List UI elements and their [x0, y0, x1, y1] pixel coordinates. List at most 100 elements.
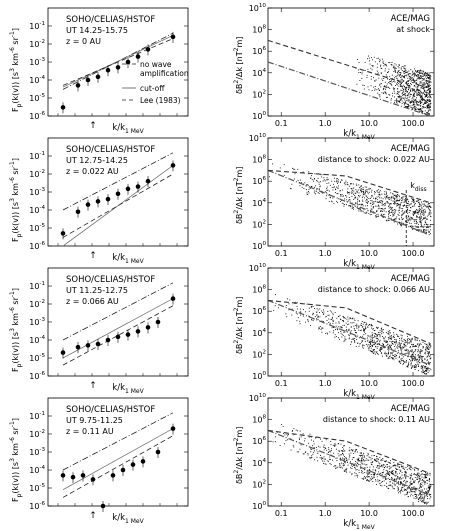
scatter-point — [378, 195, 380, 197]
scatter-point — [407, 94, 409, 96]
scatter-point — [322, 313, 324, 315]
scatter-point — [410, 101, 412, 102]
no-wave-line — [62, 152, 174, 211]
scatter-point — [362, 454, 364, 456]
scatter-point — [424, 373, 426, 375]
scatter-point — [379, 474, 381, 475]
scatter-point — [387, 348, 389, 350]
scatter-point — [399, 342, 401, 344]
scatter-point — [383, 63, 385, 64]
scatter-point — [403, 485, 405, 487]
scatter-point — [379, 90, 380, 91]
scatter-point — [428, 99, 430, 101]
data-point — [115, 191, 121, 197]
scatter-point — [411, 366, 412, 368]
scatter-point — [424, 351, 426, 353]
scatter-point — [408, 212, 410, 214]
scatter-point — [427, 203, 429, 205]
scatter-point — [418, 472, 420, 474]
scatter-point — [365, 200, 367, 202]
scatter-point — [328, 318, 330, 320]
scatter-point — [379, 465, 381, 467]
scatter-point — [426, 343, 428, 345]
scatter-point — [291, 308, 293, 310]
scatter-point — [425, 232, 427, 234]
scatter-point — [428, 231, 430, 233]
scatter-point — [305, 185, 307, 187]
scatter-point — [310, 448, 311, 450]
scatter-point — [400, 342, 402, 344]
scatter-point — [378, 479, 380, 481]
scatter-point — [352, 457, 354, 459]
scatter-point — [410, 469, 412, 471]
scatter-point — [423, 73, 425, 75]
scatter-point — [371, 213, 373, 215]
scatter-point — [421, 97, 423, 99]
scatter-point — [331, 317, 333, 319]
scatter-point — [428, 353, 430, 354]
data-point — [125, 186, 131, 192]
scatter-point — [333, 466, 335, 468]
scatter-point — [405, 473, 407, 475]
scatter-point — [313, 180, 314, 182]
scatter-point — [424, 483, 426, 485]
scatter-point — [407, 338, 409, 340]
scatter-point — [413, 88, 415, 90]
no-wave-line — [62, 32, 174, 90]
scatter-point — [393, 219, 394, 221]
scatter-point — [375, 469, 376, 471]
scatter-point — [408, 106, 410, 107]
scatter-point — [428, 486, 430, 488]
scatter-point — [372, 474, 374, 476]
scatter-point — [327, 314, 329, 316]
scatter-point — [401, 198, 403, 200]
scatter-point — [394, 194, 396, 196]
scatter-point — [346, 460, 347, 461]
scatter-point — [375, 480, 377, 482]
scatter-point — [343, 182, 345, 184]
scatter-point — [376, 334, 378, 336]
scatter-point — [412, 200, 414, 201]
scatter-point — [376, 476, 378, 478]
scatter-point — [412, 82, 414, 84]
scatter-point — [378, 471, 380, 473]
y-tick-label: 10-5 — [29, 483, 45, 493]
scatter-point — [405, 361, 407, 363]
scatter-point — [326, 187, 328, 189]
scatter-point — [361, 460, 363, 462]
scatter-point — [344, 317, 346, 319]
scatter-point — [419, 229, 421, 231]
scatter-point — [351, 202, 353, 204]
scatter-point — [343, 448, 345, 450]
scatter-point — [414, 109, 416, 111]
scatter-point — [389, 337, 391, 339]
scatter-point — [329, 310, 331, 312]
scatter-point — [319, 326, 321, 327]
data-point — [75, 83, 81, 88]
scatter-point — [415, 100, 417, 102]
scatter-point — [422, 350, 424, 352]
scatter-point — [421, 77, 423, 79]
scatter-point — [398, 203, 400, 205]
scatter-point — [424, 488, 425, 490]
scatter-point — [400, 492, 402, 494]
scatter-point — [391, 471, 392, 473]
scatter-point — [391, 340, 393, 342]
scatter-point — [408, 73, 410, 75]
scatter-point — [428, 489, 430, 491]
scatter-point — [377, 458, 379, 460]
scatter-point — [362, 191, 364, 193]
scatter-point — [329, 463, 331, 464]
scatter-point — [409, 484, 411, 486]
scatter-point — [365, 212, 367, 214]
scatter-point — [407, 349, 409, 351]
scatter-point — [322, 460, 323, 462]
scatter-point — [393, 355, 395, 356]
scatter-point — [424, 494, 426, 496]
scatter-point — [418, 202, 419, 204]
scatter-point — [418, 84, 420, 86]
scatter-point — [404, 339, 406, 341]
scatter-point — [419, 499, 421, 501]
scatter-point — [416, 361, 418, 363]
scatter-point — [409, 95, 411, 97]
